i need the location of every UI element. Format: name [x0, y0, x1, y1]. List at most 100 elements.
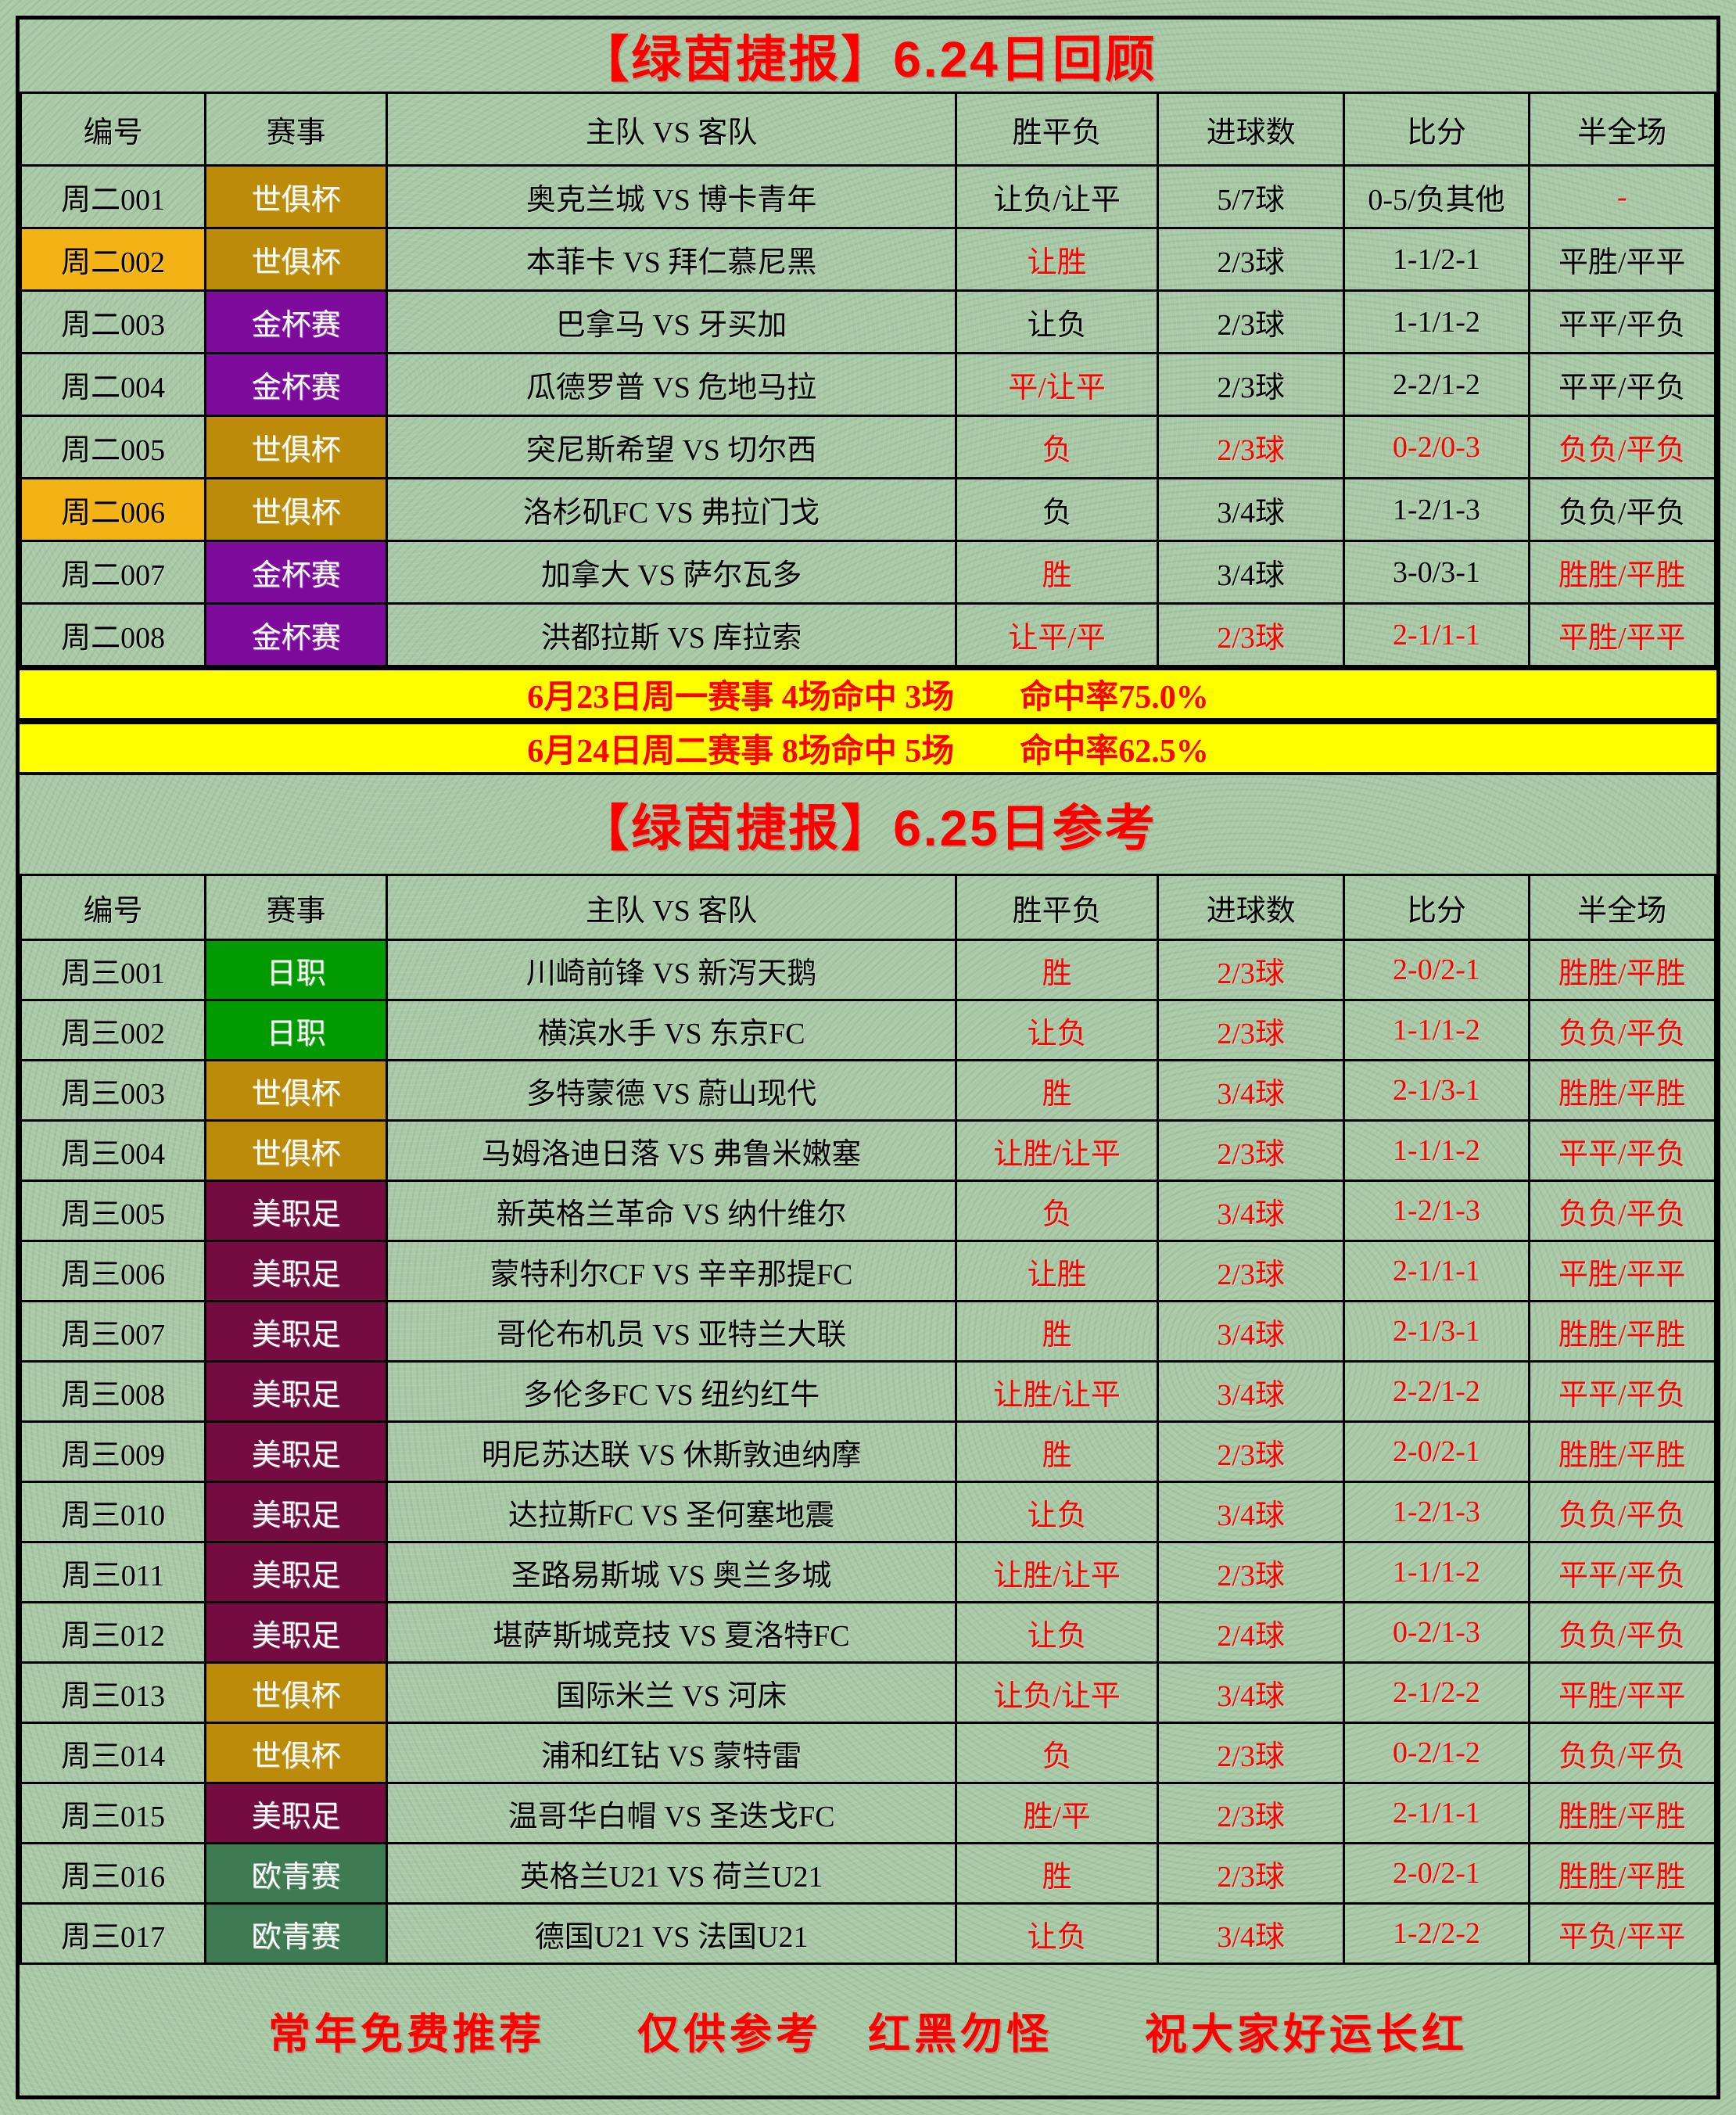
htft-cell: 平平/平负: [1527, 289, 1717, 354]
league-badge: 世俱杯: [204, 1119, 389, 1182]
match-teams-cell: 英格兰U21 VS 荷兰U21: [386, 1842, 958, 1905]
match-teams-cell: 突尼斯希望 VS 切尔西: [386, 415, 958, 479]
table-row: 周二002 世俱杯 本菲卡 VS 拜仁慕尼黑 让胜 2/3球 1-1/2-1 平胜/平平: [19, 227, 1717, 292]
match-teams-cell: 川崎前锋 VS 新泻天鹅: [386, 939, 958, 1001]
column-header: 编号: [19, 874, 207, 941]
table-row: 周二004 金杯赛 瓜德罗普 VS 危地马拉 平/让平 2/3球 2-2/1-2 平平/平负: [19, 352, 1717, 417]
goals-cell: 3/4球: [1157, 1661, 1346, 1724]
league-badge: 欧青赛: [204, 1842, 389, 1905]
match-no-cell: 周三016: [19, 1842, 207, 1905]
match-no-cell: 周二003: [19, 289, 207, 354]
league-badge: 欧青赛: [204, 1902, 389, 1965]
htft-cell: 平平/平负: [1527, 1360, 1717, 1423]
match-no-cell: 周三008: [19, 1360, 207, 1423]
table-row: 周三002 日职 横滨水手 VS 东京FC 让负 2/3球 1-1/1-2 负负/平负: [19, 999, 1717, 1061]
score-cell: 0-5/负其他: [1343, 164, 1530, 229]
league-badge: 世俱杯: [204, 477, 389, 542]
wdl-cell: 负: [955, 1180, 1160, 1242]
htft-cell: 平胜/平平: [1527, 1240, 1717, 1302]
goals-cell: 3/4球: [1157, 1360, 1346, 1423]
match-no-cell: 周三007: [19, 1300, 207, 1363]
score-cell: 1-1/1-2: [1343, 999, 1530, 1061]
column-header: 主队 VS 客队: [386, 92, 958, 167]
column-header: 编号: [19, 92, 207, 167]
match-no-cell: 周二008: [19, 602, 207, 667]
match-teams-cell: 瓜德罗普 VS 危地马拉: [386, 352, 958, 417]
goals-cell: 2/3球: [1157, 1119, 1346, 1182]
match-teams-cell: 圣路易斯城 VS 奥兰多城: [386, 1541, 958, 1603]
htft-cell: 胜胜/平胜: [1527, 540, 1717, 605]
goals-cell: 3/4球: [1157, 1059, 1346, 1122]
match-teams-cell: 多伦多FC VS 纽约红牛: [386, 1360, 958, 1423]
score-cell: 1-1/1-2: [1343, 289, 1530, 354]
htft-cell: 胜胜/平胜: [1527, 1420, 1717, 1483]
goals-cell: 3/4球: [1157, 1180, 1346, 1242]
wdl-cell: 胜: [955, 939, 1160, 1001]
goals-cell: 2/3球: [1157, 1782, 1346, 1844]
score-cell: 3-0/3-1: [1343, 540, 1530, 605]
wdl-cell: 让胜/让平: [955, 1119, 1160, 1182]
match-no-cell: 周三004: [19, 1119, 207, 1182]
table-row: 周三013 世俱杯 国际米兰 VS 河床 让负/让平 3/4球 2-1/2-2 平胜/平平: [19, 1661, 1717, 1724]
goals-cell: 3/4球: [1157, 540, 1346, 605]
htft-cell: 平平/平负: [1527, 1119, 1717, 1182]
match-teams-cell: 本菲卡 VS 拜仁慕尼黑: [386, 227, 958, 292]
table-row: 周二005 世俱杯 突尼斯希望 VS 切尔西负 2/3球 0-2/0-3 负负/平负: [19, 415, 1717, 479]
score-cell: 1-2/1-3: [1343, 1180, 1530, 1242]
table-row: 周三003 世俱杯 多特蒙德 VS 蔚山现代胜 3/4球 2-1/3-1 胜胜/平胜: [19, 1059, 1717, 1122]
goals-cell: 3/4球: [1157, 1481, 1346, 1543]
htft-cell: 负负/平负: [1527, 1481, 1717, 1543]
league-badge: 世俱杯: [204, 1661, 389, 1724]
match-teams-cell: 奥克兰城 VS 博卡青年: [386, 164, 958, 229]
table-row: 周二003 金杯赛 巴拿马 VS 牙买加 让负 2/3球 1-1/1-2 平平/平负: [19, 289, 1717, 354]
table-row: 周三005 美职足 新英格兰革命 VS 纳什维尔负 3/4球 1-2/1-3 负负/平负: [19, 1180, 1717, 1242]
table-row: 周三011 美职足 圣路易斯城 VS 奥兰多城 让胜/让平 2/3球 1-1/1-2 平平/…: [19, 1541, 1717, 1603]
match-teams-cell: 达拉斯FC VS 圣何塞地震: [386, 1481, 958, 1543]
column-header: 比分: [1343, 874, 1530, 941]
match-no-cell: 周三014: [19, 1722, 207, 1784]
match-no-cell: 周三011: [19, 1541, 207, 1603]
goals-cell: 2/3球: [1157, 1240, 1346, 1302]
match-no-cell: 周三013: [19, 1661, 207, 1724]
wdl-cell: 让负/让平: [955, 164, 1160, 229]
score-cell: 2-1/1-1: [1343, 1240, 1530, 1302]
score-cell: 2-1/1-1: [1343, 602, 1530, 667]
htft-cell: 平胜/平平: [1527, 227, 1717, 292]
match-teams-cell: 堪萨斯城竞技 VS 夏洛特FC: [386, 1601, 958, 1664]
table-row: 周二008 金杯赛 洪都拉斯 VS 库拉索 让平/平 2/3球 2-1/1-1 平胜/平平: [19, 602, 1717, 667]
goals-cell: 3/4球: [1157, 477, 1346, 542]
match-no-cell: 周三015: [19, 1782, 207, 1844]
wdl-cell: 负: [955, 415, 1160, 479]
htft-cell: 平负/平平: [1527, 1902, 1717, 1965]
match-no-cell: 周三003: [19, 1059, 207, 1122]
column-header: 赛事: [204, 874, 389, 941]
wdl-cell: 让胜/让平: [955, 1360, 1160, 1423]
goals-cell: 2/3球: [1157, 1842, 1346, 1905]
wdl-cell: 让负/让平: [955, 1661, 1160, 1724]
match-no-cell: 周三017: [19, 1902, 207, 1965]
table-row: 周三010 美职足 达拉斯FC VS 圣何塞地震 让负 3/4球 1-2/1-3 负负/平负: [19, 1481, 1717, 1543]
match-teams-cell: 明尼苏达联 VS 休斯敦迪纳摩: [386, 1420, 958, 1483]
htft-cell: 负负/平负: [1527, 477, 1717, 542]
wdl-cell: 负: [955, 477, 1160, 542]
league-badge: 美职足: [204, 1782, 389, 1844]
goals-cell: 2/3球: [1157, 415, 1346, 479]
column-header: 主队 VS 客队: [386, 874, 958, 941]
score-cell: 0-2/1-3: [1343, 1601, 1530, 1664]
goals-cell: 2/3球: [1157, 939, 1346, 1001]
league-badge: 美职足: [204, 1180, 389, 1242]
reference-title: 【绿茵捷报】6.25日参考: [579, 800, 1157, 856]
league-badge: 美职足: [204, 1240, 389, 1302]
hit-rate-banner-monday: 6月23日周一赛事 4场命中 3场 命中率75.0%: [20, 667, 1716, 721]
wdl-cell: 让负: [955, 1481, 1160, 1543]
wdl-cell: 胜: [955, 540, 1160, 605]
table-row: 周三016 欧青赛 英格兰U21 VS 荷兰U21 胜 2/3球 2-0/2-1 胜胜/平胜: [19, 1842, 1717, 1905]
match-teams-cell: 新英格兰革命 VS 纳什维尔: [386, 1180, 958, 1242]
htft-cell: -: [1527, 164, 1717, 229]
hit-rate-banner-tuesday: 6月24日周二赛事 8场命中 5场 命中率62.5%: [20, 721, 1716, 775]
score-cell: 2-1/2-2: [1343, 1661, 1530, 1724]
league-badge: 金杯赛: [204, 289, 389, 354]
match-teams-cell: 德国U21 VS 法国U21: [386, 1902, 958, 1965]
wdl-cell: 让胜: [955, 1240, 1160, 1302]
match-no-cell: 周二007: [19, 540, 207, 605]
